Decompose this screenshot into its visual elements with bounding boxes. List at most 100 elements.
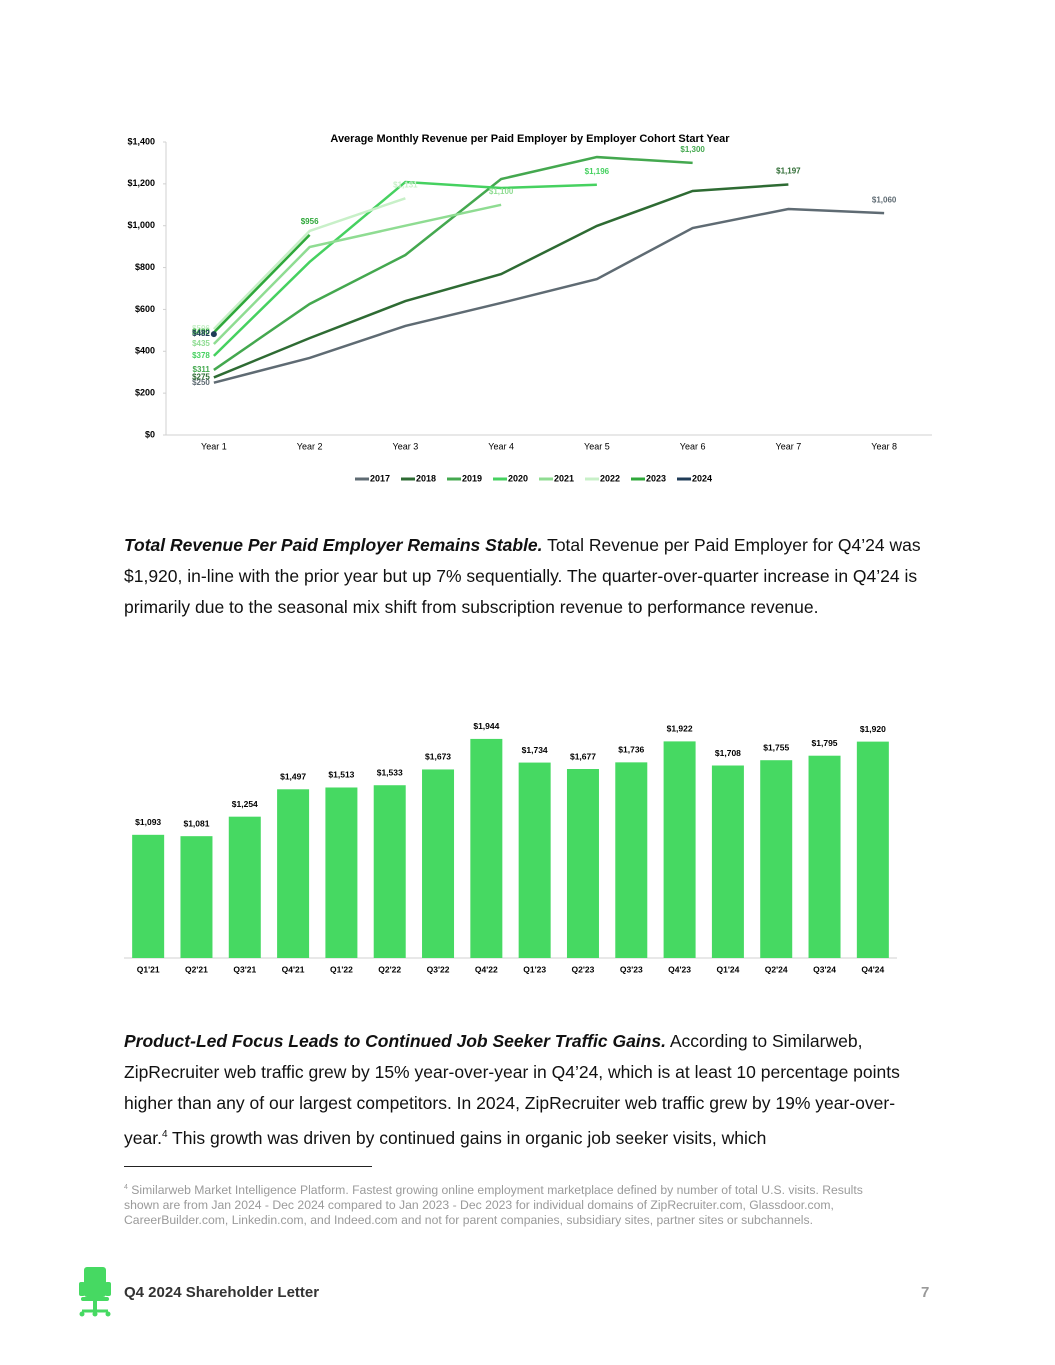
value-label: $1,734 [522, 745, 548, 755]
x-tick-label: Q4'24 [861, 964, 884, 974]
bar [856, 741, 889, 958]
value-label: $1,755 [763, 742, 789, 752]
bar [711, 765, 744, 958]
bar [808, 755, 841, 958]
x-tick-label: Year 6 [680, 441, 706, 451]
value-label: $956 [301, 217, 319, 226]
x-tick-label: Q3'21 [233, 964, 256, 974]
series-line [212, 234, 311, 334]
bar [373, 785, 406, 958]
y-tick-label: $600 [135, 304, 155, 314]
point [210, 331, 217, 338]
value-label: $1,093 [135, 817, 161, 827]
value-label: $1,100 [489, 187, 514, 196]
bar [470, 738, 503, 958]
x-tick-label: Q3'24 [813, 964, 836, 974]
value-label: $250 [192, 378, 210, 387]
bar [422, 769, 455, 958]
y-tick-label: $1,400 [127, 136, 155, 146]
x-tick-label: Q1'24 [716, 964, 739, 974]
bar-chart: $1,093 Q1'21 $1,081 Q2'21 $1,254 Q3'21 $1,497 Q… [124, 721, 897, 974]
value-label: $435 [192, 339, 210, 348]
bar [228, 816, 261, 958]
legend-label: 2019 [462, 473, 482, 483]
bar [760, 760, 793, 958]
bar [325, 787, 358, 958]
paragraph-lead: Product-Led Focus Leads to Continued Job… [124, 1031, 666, 1051]
legend-label: 2018 [416, 473, 436, 483]
paragraph-lead: Total Revenue Per Paid Employer Remains … [124, 535, 543, 555]
value-label: $1,081 [183, 818, 209, 828]
series-line [213, 155, 693, 371]
y-tick-label: $0 [145, 429, 155, 439]
paragraph-text: This growth was driven by continued gain… [167, 1127, 767, 1148]
y-tick-label: $1,000 [127, 220, 155, 230]
value-label: $1,197 [776, 167, 801, 176]
x-tick-label: Q2'24 [765, 964, 788, 974]
x-tick-label: Year 5 [584, 441, 610, 451]
legend-label: 2022 [600, 473, 620, 483]
x-tick-label: Year 3 [393, 441, 419, 451]
paragraph-text: According to Similarweb, ZipRecruiter we… [124, 1031, 900, 1148]
value-label: $1,673 [425, 752, 451, 762]
series-line [212, 180, 597, 357]
bar [277, 789, 310, 958]
bar [518, 762, 551, 958]
series-line [212, 197, 406, 330]
x-tick-label: Q4'21 [282, 964, 305, 974]
value-label: $490 [192, 328, 210, 337]
footnote-ref: 4 [161, 1129, 168, 1140]
legend-label: 2021 [554, 473, 574, 483]
y-tick-label: $800 [135, 262, 155, 272]
value-label: $1,533 [377, 767, 403, 777]
value-label: $1,060 [872, 195, 897, 204]
bar [180, 836, 213, 958]
x-tick-label: Year 2 [297, 441, 323, 451]
value-label: $482 [192, 329, 210, 338]
footnote-rule [124, 1166, 372, 1167]
footer-title: Q4 2024 Shareholder Letter [124, 1284, 320, 1301]
value-label: $1,795 [812, 738, 838, 748]
logo-icon [79, 1267, 111, 1317]
footnote-marker: 4 [124, 1184, 128, 1191]
legend-label: 2017 [370, 473, 390, 483]
x-tick-label: Q1'21 [137, 964, 160, 974]
chart-title: Average Monthly Revenue per Paid Employe… [330, 133, 730, 145]
x-tick-label: Q2'21 [185, 964, 208, 974]
paragraph-text: Total Revenue per Paid Employer for Q4’2… [124, 535, 921, 617]
x-tick-label: Q4'22 [475, 964, 498, 974]
x-tick-label: Year 4 [488, 441, 514, 451]
x-tick-label: Q2'22 [378, 964, 401, 974]
legend-label: 2023 [646, 473, 666, 483]
value-label: $1,677 [570, 751, 596, 761]
value-label: $1,300 [680, 145, 705, 154]
x-tick-label: Year 1 [201, 441, 227, 451]
value-label: $1,497 [280, 772, 306, 782]
value-label: $378 [192, 351, 210, 360]
x-tick-label: Q1'22 [330, 964, 353, 974]
line-chart: Average Monthly Revenue per Paid Employe… [127, 133, 932, 483]
legend-label: 2024 [692, 473, 712, 483]
x-tick-label: Year 7 [776, 441, 802, 451]
paragraph: Total Revenue Per Paid Employer Remains … [124, 530, 924, 623]
bar [615, 762, 648, 958]
value-label: $1,708 [715, 748, 741, 758]
page-number: 7 [921, 1284, 930, 1301]
series-line [213, 207, 885, 384]
bar [132, 834, 165, 958]
y-tick-label: $400 [135, 346, 155, 356]
bar [566, 769, 599, 958]
value-label: $1,944 [473, 721, 499, 731]
value-label: $1,254 [232, 799, 258, 809]
x-tick-label: Q3'23 [620, 964, 643, 974]
series-line [212, 203, 502, 345]
x-tick-label: Q4'23 [668, 964, 691, 974]
value-label: $1,922 [667, 724, 693, 734]
value-label: $311 [193, 365, 211, 374]
x-tick-label: Q1'23 [523, 964, 546, 974]
x-tick-label: Year 8 [871, 441, 897, 451]
series-line [213, 183, 789, 379]
value-label: $1,196 [585, 167, 610, 176]
value-label: $506 [192, 324, 210, 333]
